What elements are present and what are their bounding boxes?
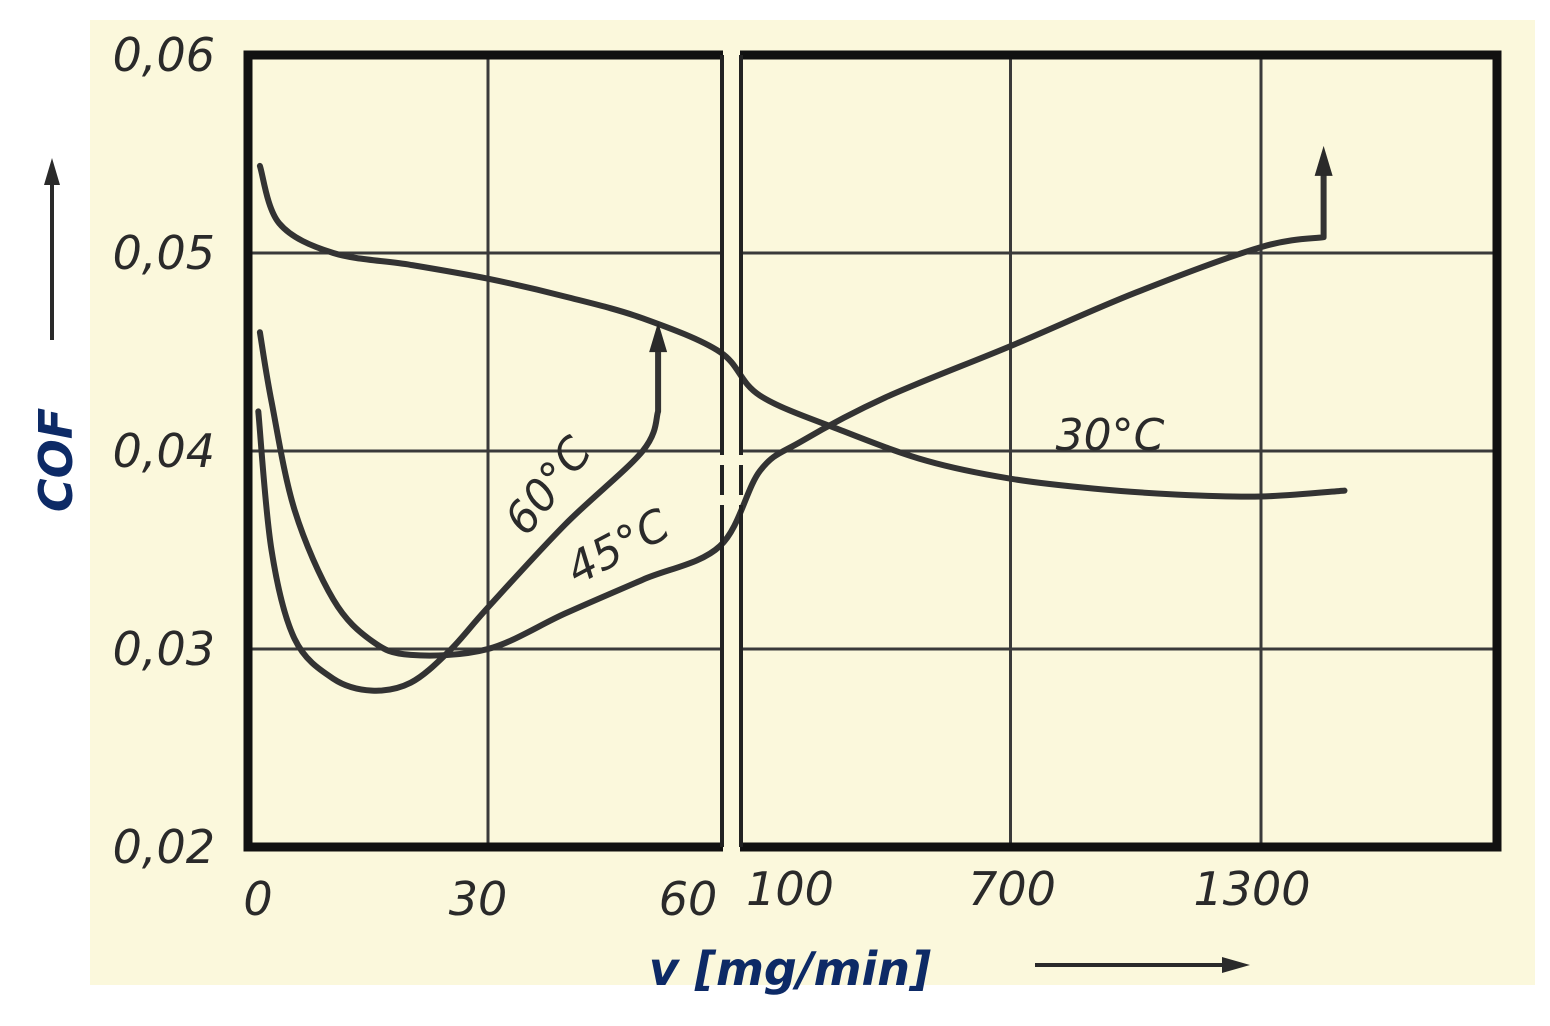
x-axis-arrow-icon [1035,957,1250,973]
x-tick-label: 1300 [1193,862,1310,916]
y-tick-label: 0,02 [113,820,215,874]
curves [255,145,1348,694]
x-tick-label: 100 [746,862,834,916]
plot-frame [243,50,1502,852]
y-axis-arrow-icon [44,158,60,340]
y-tick-label: 0,03 [113,622,215,676]
series-line-1 [256,158,1327,659]
y-tick-label: 0,05 [113,226,215,280]
x-axis-title: v [mg/min] [649,942,931,996]
y-tick-label: 0,04 [113,424,215,478]
y-axis-title: COF [29,408,83,512]
tick-labels: 0,02 0,03 0,04 0,05 0,06 0 30 60 100 700 1300 [113,28,1311,926]
frame-right-panel [740,50,1502,852]
series-line-2 [255,335,662,694]
grid [248,55,1497,847]
y-tick-label: 0,06 [113,28,215,82]
series-arrow-icon-2 [649,322,668,353]
x-tick-label: 30 [449,872,508,926]
series-label-0: 30°C [1056,410,1165,461]
chart-background [90,20,1535,985]
x-tick-label: 700 [968,862,1056,916]
x-tick-label: 0 [243,872,272,926]
x-tick-label: 60 [659,872,718,926]
series-arrow-icon-1 [1314,145,1333,176]
frame-left-panel [243,50,723,852]
series-line-0 [256,162,1348,500]
